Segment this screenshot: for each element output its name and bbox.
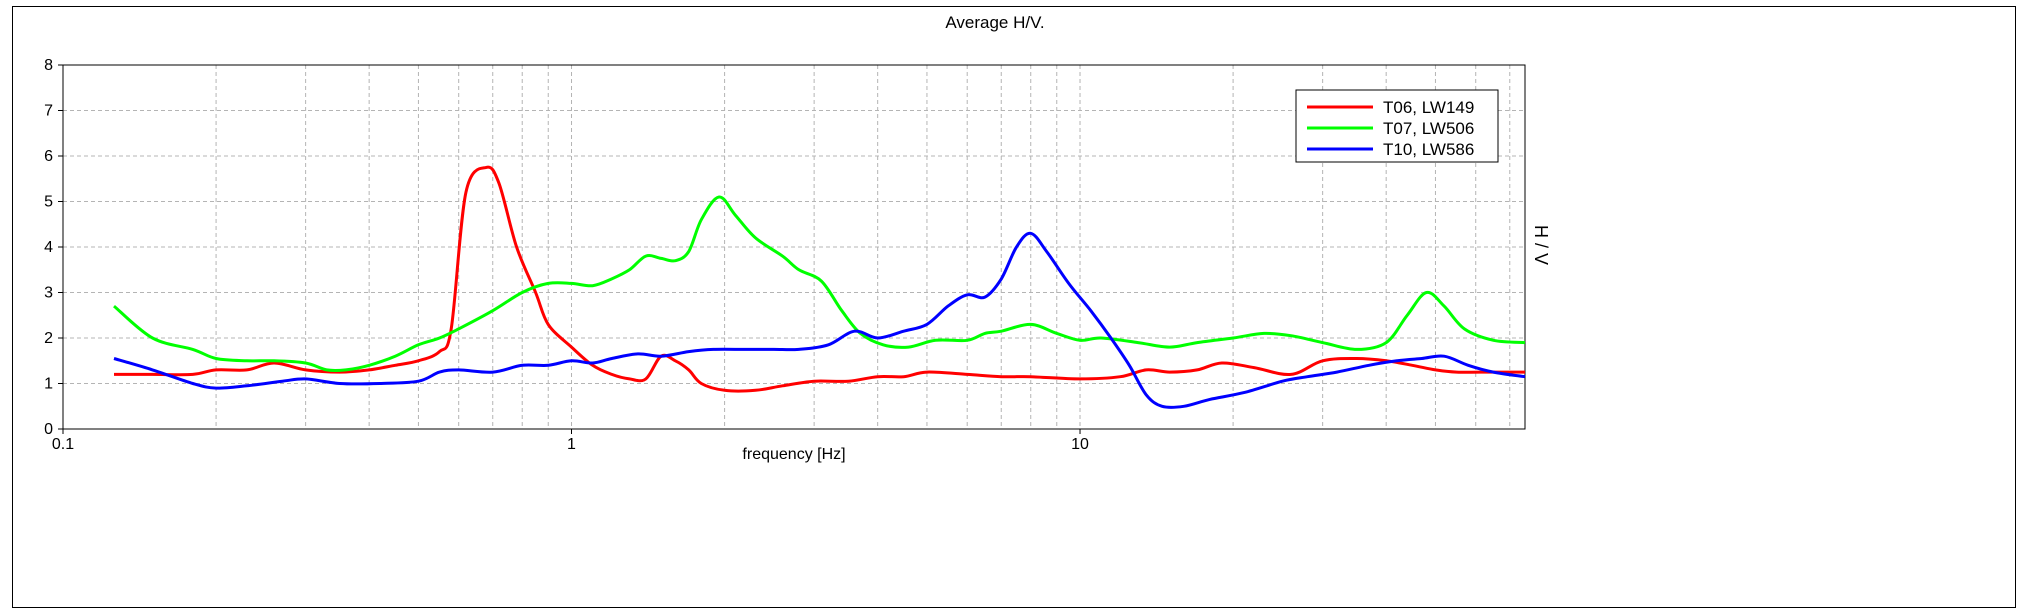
legend-label-1: T06, LW149 xyxy=(1383,98,1474,117)
y-tick-label: 6 xyxy=(44,148,53,165)
x-tick-label: 1 xyxy=(567,436,576,453)
y-tick-label: 5 xyxy=(44,194,53,211)
y-tick-label: 2 xyxy=(44,330,53,347)
chart-title: Average H/V. xyxy=(945,13,1044,32)
axis-ticks: 0 1 2 3 4 5 6 7 8 0.1 1 10 xyxy=(44,57,1089,453)
x-axis-label: frequency [Hz] xyxy=(742,446,845,463)
hv-chart: Average H/V. 0 1 2 3 4 5 6 7 8 0.1 1 10 frequency [… xyxy=(44,13,1551,463)
legend-label-2: T07, LW506 xyxy=(1383,119,1474,138)
chart-frame: Average H/V. 0 1 2 3 4 5 6 7 8 0.1 1 10 frequency [… xyxy=(12,6,2016,608)
grid xyxy=(63,65,1525,429)
y-tick-label: 0 xyxy=(44,421,53,438)
y-axis-label: H / V xyxy=(1531,225,1551,265)
series-line-2 xyxy=(113,195,1526,373)
y-tick-label: 3 xyxy=(44,285,53,302)
series-line-1 xyxy=(114,165,1525,393)
y-tick-label: 7 xyxy=(44,103,53,120)
y-tick-label: 4 xyxy=(44,239,53,256)
y-tick-label: 1 xyxy=(44,376,53,393)
y-tick-label: 8 xyxy=(44,57,53,74)
x-tick-label: 0.1 xyxy=(52,436,74,453)
series-group xyxy=(113,165,1526,409)
legend-label-3: T10, LW586 xyxy=(1383,140,1474,159)
x-tick-label: 10 xyxy=(1071,436,1089,453)
series-line-3 xyxy=(113,231,1526,409)
legend: T06, LW149 T07, LW506 T10, LW586 xyxy=(1295,89,1499,163)
